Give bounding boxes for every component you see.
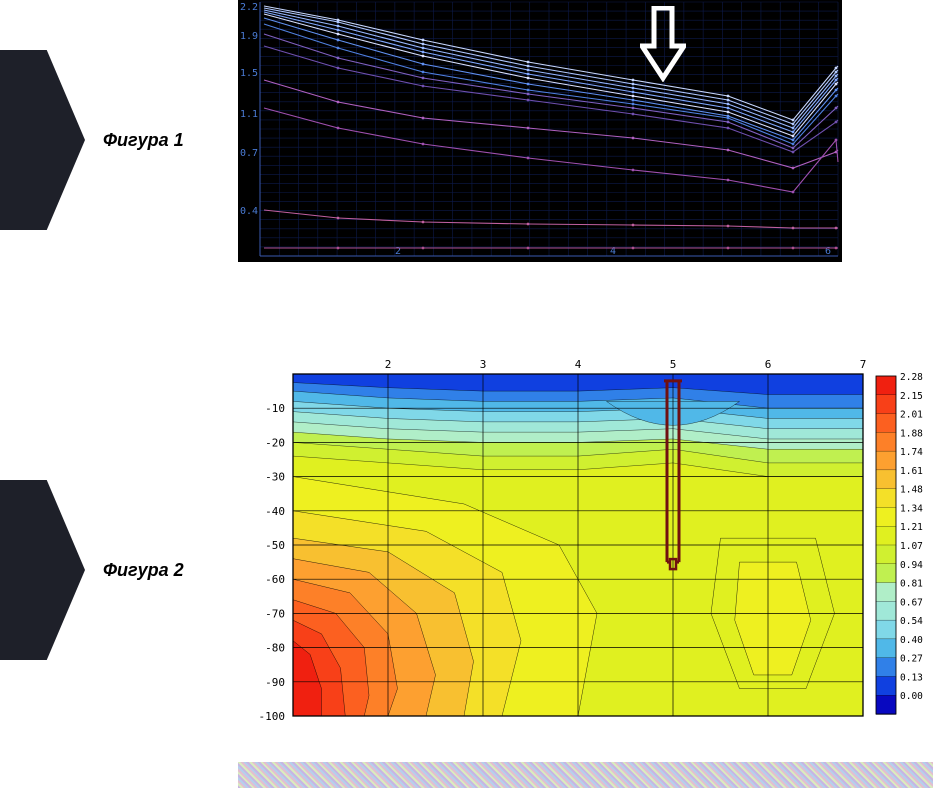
svg-text:1.21: 1.21 xyxy=(900,522,923,533)
svg-text:-60: -60 xyxy=(265,573,285,586)
svg-text:6: 6 xyxy=(765,358,772,371)
svg-text:-30: -30 xyxy=(265,471,285,484)
line-chart-svg: 2.21.91.51.10.70.4246 xyxy=(238,0,842,262)
svg-text:-50: -50 xyxy=(265,539,285,552)
svg-text:0.4: 0.4 xyxy=(240,206,258,217)
figure2-label-block: Фигура 2 xyxy=(0,480,184,660)
svg-text:1.07: 1.07 xyxy=(900,541,923,552)
noise-strip xyxy=(238,762,933,788)
svg-text:2.28: 2.28 xyxy=(900,372,923,383)
svg-text:0.00: 0.00 xyxy=(900,691,923,702)
svg-text:-10: -10 xyxy=(265,402,285,415)
svg-text:-90: -90 xyxy=(265,676,285,689)
line-chart: 2.21.91.51.10.70.4246 xyxy=(238,0,842,262)
svg-text:0.81: 0.81 xyxy=(900,579,923,590)
svg-text:7: 7 xyxy=(860,358,867,371)
svg-text:0.13: 0.13 xyxy=(900,672,923,683)
svg-text:0.94: 0.94 xyxy=(900,560,923,571)
figure1-label: Фигура 1 xyxy=(103,130,184,151)
svg-text:0.54: 0.54 xyxy=(900,616,923,627)
svg-text:-100: -100 xyxy=(259,710,286,723)
pentagon-marker-1 xyxy=(0,50,85,230)
svg-text:1.9: 1.9 xyxy=(240,31,258,42)
svg-text:1.74: 1.74 xyxy=(900,447,923,458)
svg-text:2: 2 xyxy=(385,358,392,371)
svg-text:-70: -70 xyxy=(265,607,285,620)
pentagon-marker-2 xyxy=(0,480,85,660)
svg-text:0.67: 0.67 xyxy=(900,597,923,608)
svg-text:-20: -20 xyxy=(265,436,285,449)
contour-heatmap-svg: 2 3 4 5 6 7 -10 -20 -30 -40 -50 -60 -70 -80 -90 -100 2.2… xyxy=(238,352,938,740)
svg-text:0.40: 0.40 xyxy=(900,635,923,646)
svg-text:1.88: 1.88 xyxy=(900,428,923,439)
figure2-label: Фигура 2 xyxy=(103,560,184,581)
svg-text:0.7: 0.7 xyxy=(240,148,258,159)
svg-text:1.34: 1.34 xyxy=(900,503,923,514)
svg-text:2.01: 2.01 xyxy=(900,410,923,421)
contour-heatmap: 2 3 4 5 6 7 -10 -20 -30 -40 -50 -60 -70 -80 -90 -100 2.2… xyxy=(238,352,938,740)
svg-text:5: 5 xyxy=(670,358,677,371)
svg-text:1.5: 1.5 xyxy=(240,68,258,79)
svg-text:2.2: 2.2 xyxy=(240,2,258,13)
svg-text:2.15: 2.15 xyxy=(900,391,923,402)
svg-text:1.48: 1.48 xyxy=(900,485,923,496)
svg-text:1.1: 1.1 xyxy=(240,109,258,120)
svg-text:-40: -40 xyxy=(265,505,285,518)
figure1-label-block: Фигура 1 xyxy=(0,50,184,230)
svg-text:3: 3 xyxy=(480,358,487,371)
svg-text:0.27: 0.27 xyxy=(900,654,923,665)
svg-text:4: 4 xyxy=(575,358,582,371)
svg-text:1.61: 1.61 xyxy=(900,466,923,477)
svg-text:-80: -80 xyxy=(265,642,285,655)
